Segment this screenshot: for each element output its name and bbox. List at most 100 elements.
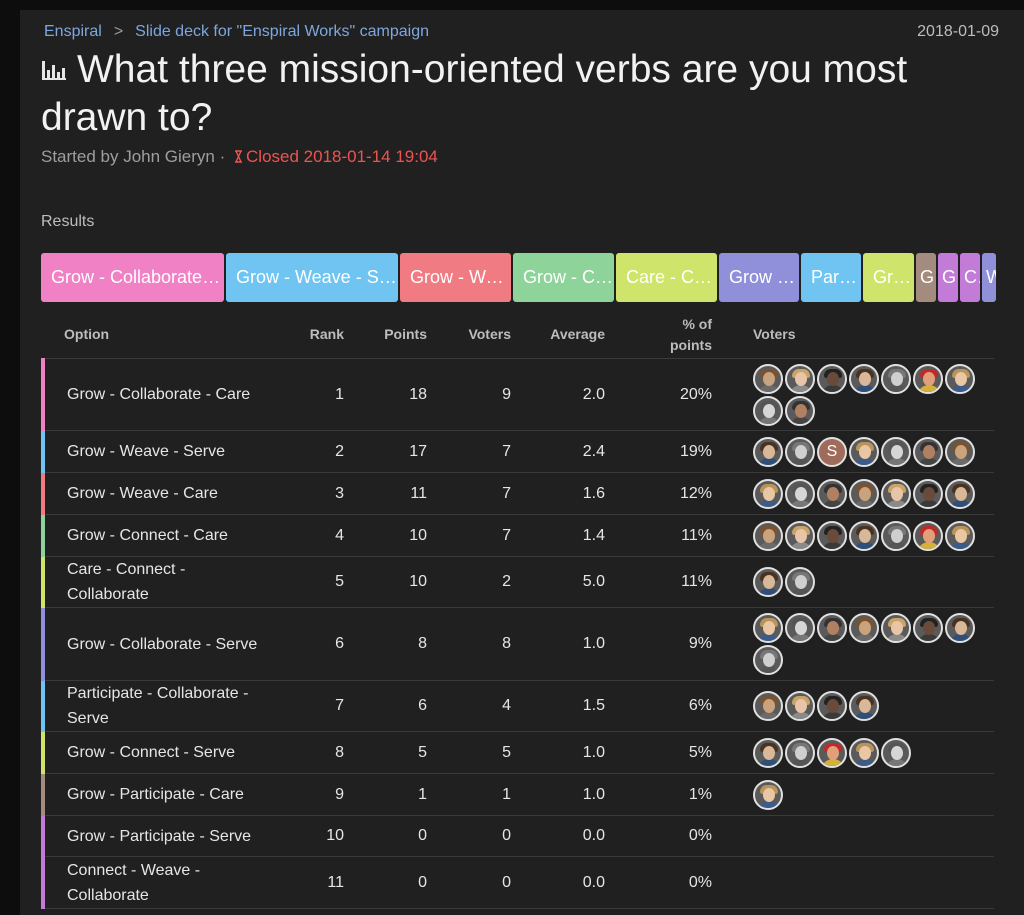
voter-avatar[interactable] bbox=[913, 436, 943, 467]
points-cell: 0 bbox=[344, 815, 427, 857]
voter-avatar[interactable] bbox=[945, 436, 975, 467]
voter-avatar[interactable] bbox=[753, 779, 783, 810]
voter-avatar[interactable] bbox=[817, 520, 847, 551]
voter-avatar[interactable] bbox=[849, 436, 879, 467]
voter-avatar[interactable] bbox=[817, 363, 847, 394]
voter-avatar[interactable] bbox=[785, 520, 815, 551]
voter-avatar[interactable] bbox=[881, 737, 911, 768]
voter-avatar[interactable] bbox=[753, 478, 783, 509]
results-bar-segment[interactable]: Grow - Participate - Care bbox=[916, 253, 936, 302]
percent-cell: 9% bbox=[605, 607, 712, 681]
voter-avatar[interactable] bbox=[881, 363, 911, 394]
average-cell: 2.4 bbox=[511, 430, 605, 473]
voter-avatars bbox=[753, 880, 983, 886]
average-cell: 1.4 bbox=[511, 514, 605, 557]
points-cell: 10 bbox=[344, 514, 427, 557]
voter-avatar[interactable] bbox=[849, 613, 879, 643]
average-cell: 1.0 bbox=[511, 731, 605, 774]
results-bar-segment[interactable]: Grow - Weave - Serve bbox=[226, 253, 398, 302]
poll-date: 2018-01-09 bbox=[917, 23, 999, 40]
results-bar-segment[interactable]: Grow - Connect - Serve bbox=[863, 253, 914, 302]
voter-avatar[interactable] bbox=[785, 363, 815, 394]
voter-avatar[interactable] bbox=[849, 363, 879, 394]
voter-avatar[interactable] bbox=[817, 613, 847, 643]
voter-avatar[interactable] bbox=[913, 613, 943, 643]
results-bar-segment[interactable]: Grow - Weave - Care bbox=[400, 253, 511, 302]
voter-avatar[interactable] bbox=[785, 436, 815, 467]
voter-avatar[interactable] bbox=[945, 363, 975, 394]
voter-avatar[interactable] bbox=[785, 567, 815, 597]
voter-avatar[interactable] bbox=[945, 520, 975, 551]
results-bar-segment[interactable]: Care - Connect - Collaborate bbox=[616, 253, 717, 302]
results-bar-segment[interactable]: Grow - Collaborate - Care bbox=[41, 253, 224, 302]
points-cell: 18 bbox=[344, 358, 427, 431]
poll-closed-text: Closed 2018-01-14 19:04 bbox=[246, 147, 438, 166]
voter-avatar[interactable] bbox=[753, 436, 783, 467]
rank-cell: 1 bbox=[269, 358, 344, 431]
voter-avatar[interactable] bbox=[881, 478, 911, 509]
points-cell: 6 bbox=[344, 680, 427, 732]
table-header-row: Option Rank Points Voters Average % of po… bbox=[43, 311, 994, 359]
voter-avatar[interactable] bbox=[785, 613, 815, 643]
voter-avatar[interactable] bbox=[881, 520, 911, 551]
breadcrumb: Enspiral > Slide deck for "Enspiral Works"… bbox=[44, 23, 429, 41]
table-row: Grow - Collaborate - Serve 6 8 8 1.0 9% bbox=[41, 607, 994, 681]
voter-avatar[interactable] bbox=[753, 395, 783, 426]
average-cell: 1.6 bbox=[511, 472, 605, 515]
voter-avatar[interactable] bbox=[945, 613, 975, 643]
breadcrumb-group-link[interactable]: Enspiral bbox=[44, 23, 102, 40]
rank-cell: 2 bbox=[269, 430, 344, 473]
voter-avatar[interactable] bbox=[913, 363, 943, 394]
rank-cell: 4 bbox=[269, 514, 344, 557]
voter-avatar[interactable] bbox=[785, 395, 815, 426]
voter-avatar[interactable] bbox=[753, 520, 783, 551]
voter-avatar[interactable] bbox=[849, 478, 879, 509]
voter-avatar[interactable] bbox=[849, 520, 879, 551]
voter-avatar[interactable] bbox=[881, 436, 911, 467]
voter-avatar[interactable] bbox=[881, 613, 911, 643]
results-bar-segment[interactable]: Grow - Participate - Serve bbox=[938, 253, 958, 302]
results-bar-segment[interactable]: Connect - Weave - Collaborate bbox=[960, 253, 980, 302]
percent-cell: 6% bbox=[605, 680, 712, 732]
voters-count-cell: 9 bbox=[427, 358, 511, 431]
voter-list-cell bbox=[712, 731, 994, 774]
voter-avatar-initial[interactable]: S bbox=[817, 436, 847, 467]
option-cell: Grow - Weave - Serve bbox=[41, 430, 269, 473]
results-bar: Grow - Collaborate - CareGrow - Weave - … bbox=[41, 253, 996, 302]
voter-avatar[interactable] bbox=[753, 567, 783, 597]
voters-count-cell: 7 bbox=[427, 472, 511, 515]
breadcrumb-thread-link[interactable]: Slide deck for "Enspiral Works" campaign bbox=[135, 23, 430, 40]
table-row: Grow - Weave - Care 3 11 7 1.6 12% bbox=[41, 472, 994, 515]
results-bar-segment[interactable]: Grow - Connect - Care bbox=[513, 253, 614, 302]
poll-closed-status: Closed 2018-01-14 19:04 bbox=[230, 147, 438, 166]
results-bar-segment[interactable]: Weave bbox=[982, 253, 996, 302]
voter-avatar[interactable] bbox=[913, 520, 943, 551]
voter-avatar[interactable] bbox=[849, 737, 879, 768]
voters-count-cell: 8 bbox=[427, 607, 511, 681]
voter-avatar[interactable] bbox=[945, 478, 975, 509]
voter-list-cell bbox=[712, 607, 994, 681]
results-bar-segment[interactable]: Grow - Collaborate - Serve bbox=[719, 253, 799, 302]
voter-avatar[interactable] bbox=[817, 691, 847, 721]
option-cell: Participate - Collaborate - Serve bbox=[41, 680, 269, 732]
voter-avatar[interactable] bbox=[785, 737, 815, 768]
voter-avatar[interactable] bbox=[785, 691, 815, 721]
voter-avatars bbox=[753, 688, 983, 724]
rank-cell: 6 bbox=[269, 607, 344, 681]
results-bar-segment[interactable]: Participate - Collaborate - Serve bbox=[801, 253, 861, 302]
voter-list-cell bbox=[712, 556, 994, 608]
voter-avatar[interactable] bbox=[785, 478, 815, 509]
table-row: Care - Connect - Collaborate 5 10 2 5.0 11% bbox=[41, 556, 994, 608]
voter-avatar[interactable] bbox=[913, 478, 943, 509]
option-cell: Grow - Connect - Care bbox=[41, 514, 269, 557]
voter-avatar[interactable] bbox=[753, 613, 783, 643]
voter-avatar[interactable] bbox=[753, 363, 783, 394]
voter-avatar[interactable] bbox=[817, 737, 847, 768]
voter-avatar[interactable] bbox=[753, 645, 783, 675]
option-cell: Connect - Weave - Collaborate bbox=[41, 856, 269, 909]
voters-count-cell: 5 bbox=[427, 731, 511, 774]
voter-avatar[interactable] bbox=[849, 691, 879, 721]
voter-avatar[interactable] bbox=[753, 737, 783, 768]
voter-avatar[interactable] bbox=[753, 691, 783, 721]
voter-avatar[interactable] bbox=[817, 478, 847, 509]
